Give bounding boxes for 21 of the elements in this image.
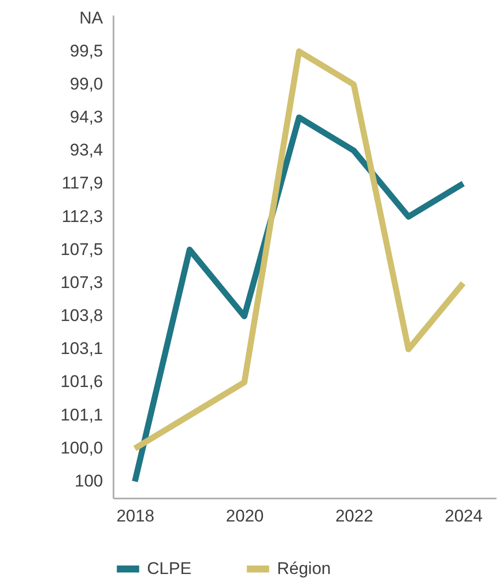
text: 94,3 [70,108,103,127]
text: 100,0 [60,438,103,458]
text: NA [79,8,104,28]
text: 101,1 [60,405,103,424]
legend-label: Région [277,559,331,578]
legend-label: CLPE [147,559,192,578]
text: 103,1 [60,339,103,358]
x-tick-label: 2020 [226,506,264,526]
text: 117,9 [62,174,103,193]
text: 107,5 [60,240,103,259]
text: 101,6 [60,372,103,392]
text: 112,3 [62,206,103,226]
text: 107,3 [60,272,103,292]
x-tick-label: 2022 [335,506,374,526]
text: 100 [74,471,103,490]
text: 99,0 [70,74,103,94]
x-tick-label: 2024 [444,506,483,526]
text: 103,8 [60,306,103,326]
text: 99,5 [70,41,103,60]
text: 93,4 [70,140,103,160]
x-tick-label: 2018 [116,506,154,526]
